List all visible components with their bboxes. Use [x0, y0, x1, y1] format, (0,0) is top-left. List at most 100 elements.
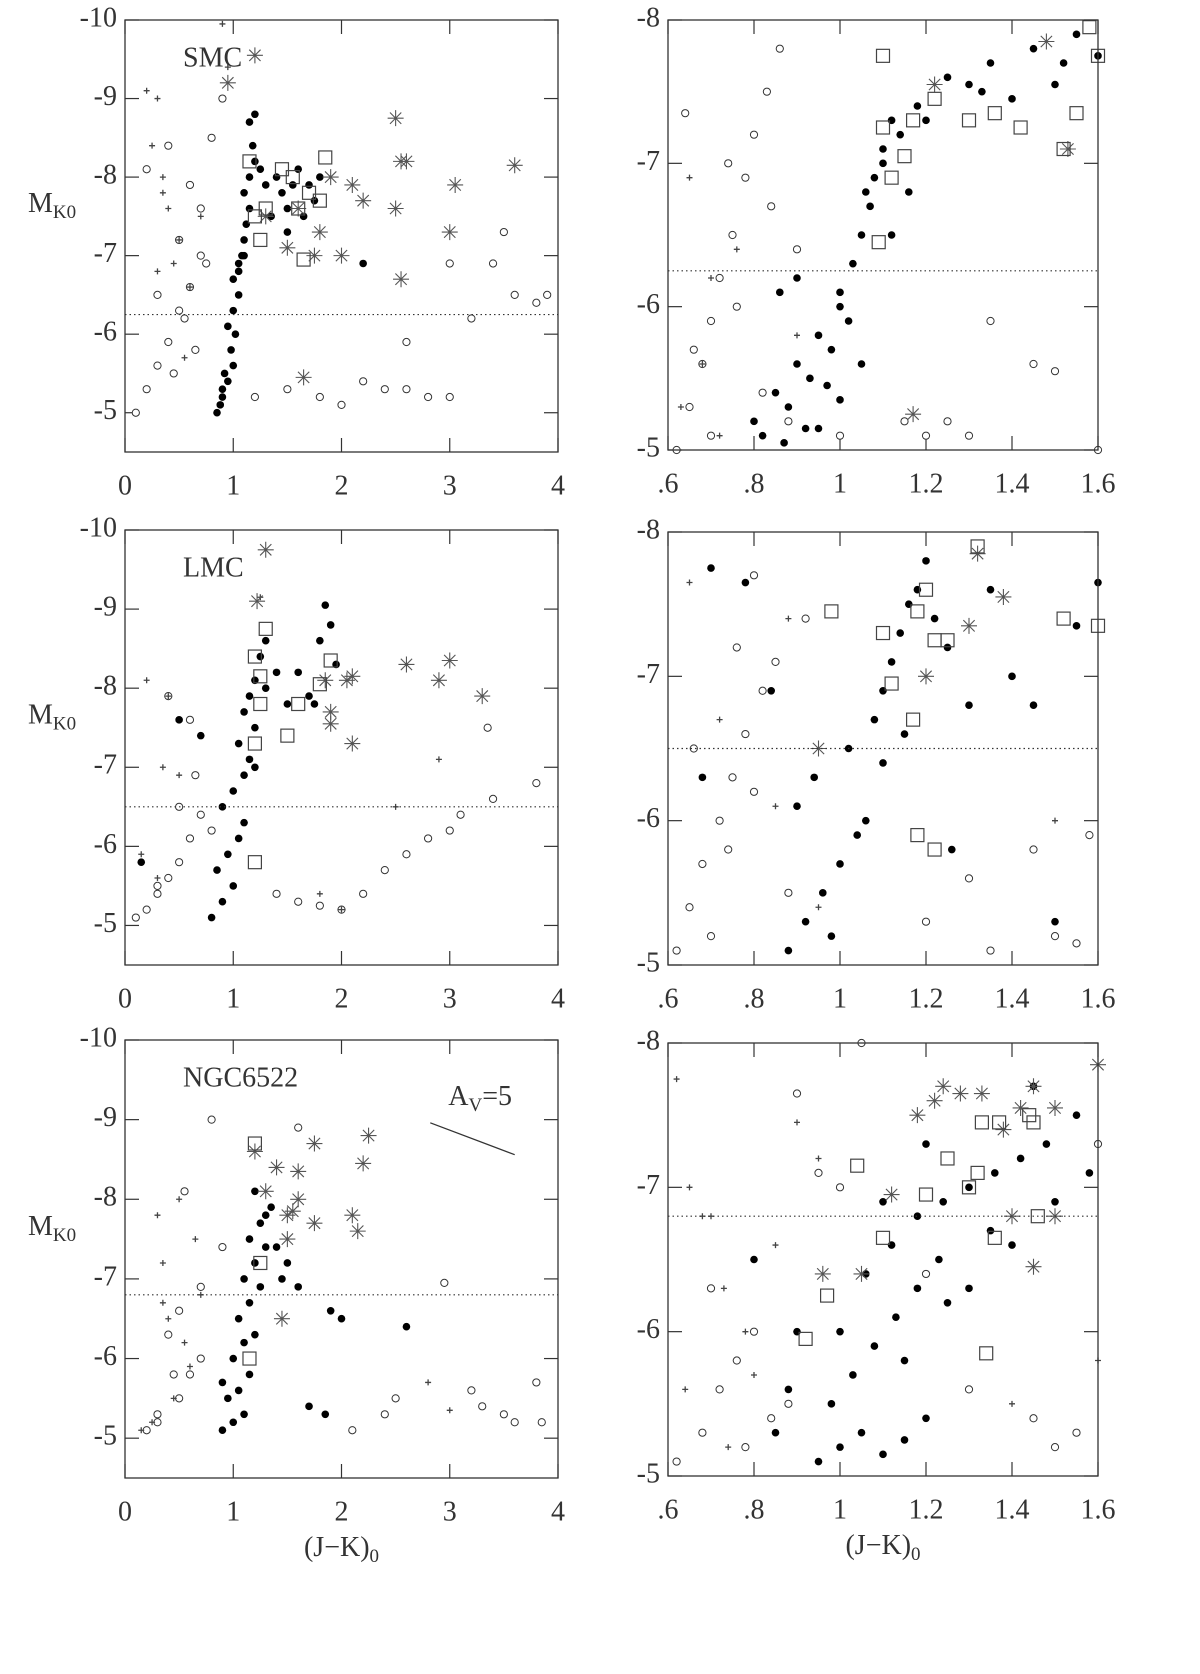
cross-star — [154, 1212, 161, 1219]
y-axis-label: MK0 — [28, 700, 76, 735]
filled-star — [922, 557, 930, 565]
cross-star — [159, 764, 166, 771]
filled-star — [793, 274, 801, 282]
series — [143, 20, 231, 361]
panel: 0 1 2 3 4 -5 -6 -7 -8 -9 -10 SMC — [80, 2, 565, 501]
open-star — [672, 1457, 681, 1466]
open-star — [348, 1426, 357, 1435]
y-tick-label: -6 — [637, 803, 660, 834]
filled-star — [866, 202, 874, 211]
filled-star — [943, 1299, 952, 1307]
open-star — [784, 888, 793, 897]
filled-star — [1072, 622, 1081, 630]
open-star — [672, 946, 681, 955]
filled-star — [278, 189, 286, 197]
asterisk-star — [355, 192, 372, 209]
filled-star — [827, 345, 836, 354]
filled-star — [261, 181, 270, 189]
filled-star — [267, 1203, 275, 1212]
cross-star — [165, 693, 172, 700]
y-tick-label: -6 — [94, 1341, 117, 1372]
cross-star — [176, 772, 183, 779]
open-star — [153, 290, 162, 300]
x-axis-label: (J−K)0 — [845, 1530, 920, 1565]
square-star — [247, 855, 262, 870]
x-tick-label: 1.6 — [1081, 1494, 1116, 1525]
filled-star — [965, 1183, 973, 1192]
square-star — [798, 1331, 813, 1346]
panel: .6 .8 1 1.2 1.4 1.6 -5 -6 -7 -8 — [637, 1025, 1116, 1525]
filled-star — [750, 1255, 758, 1264]
filled-star — [784, 403, 793, 411]
asterisk-star — [1059, 141, 1076, 157]
y-tick-label: -8 — [637, 1025, 660, 1056]
asterisk-star — [219, 74, 236, 91]
filled-star — [784, 946, 793, 955]
filled-star — [943, 73, 952, 82]
filled-star — [810, 773, 818, 782]
filled-star — [218, 897, 227, 906]
open-star — [801, 614, 810, 623]
y-tick-label: -5 — [637, 1458, 660, 1489]
cross-star — [733, 246, 740, 253]
filled-star — [814, 424, 823, 433]
y-axis-label-part: M — [28, 700, 53, 731]
open-star — [250, 392, 259, 402]
asterisk-star — [246, 1143, 263, 1160]
open-star — [749, 571, 759, 580]
asterisk-star — [322, 169, 339, 186]
open-star — [207, 133, 216, 142]
asterisk-star — [883, 1186, 900, 1203]
series — [142, 1115, 546, 1435]
filled-star — [905, 188, 913, 196]
filled-star — [234, 1314, 243, 1323]
filled-star — [310, 196, 319, 205]
filled-star — [793, 802, 801, 811]
series — [137, 601, 340, 922]
x-tick-label: 1 — [226, 983, 240, 1014]
filled-star — [1008, 672, 1016, 681]
vector-label-part: =5 — [482, 1081, 512, 1112]
series — [750, 30, 1102, 447]
square-star — [884, 170, 899, 185]
square-star — [918, 1187, 934, 1202]
filled-star — [137, 858, 146, 866]
asterisk-star — [853, 1265, 870, 1282]
open-star — [185, 715, 195, 724]
open-star — [758, 388, 767, 397]
filled-star — [698, 773, 707, 782]
open-star — [272, 889, 281, 898]
asterisk-star — [333, 247, 350, 264]
asterisk-star — [973, 1085, 990, 1102]
filled-star — [402, 1322, 411, 1331]
cross-star — [677, 404, 684, 410]
square-star — [991, 1115, 1007, 1130]
open-star — [169, 369, 178, 378]
asterisk-star — [1025, 1258, 1042, 1275]
filled-star — [780, 439, 788, 447]
filled-star — [986, 59, 995, 67]
vector-label-part: V — [468, 1095, 482, 1116]
y-tick-label: -5 — [94, 908, 117, 939]
open-star — [741, 729, 750, 739]
filled-star — [229, 882, 238, 890]
x-tick-label: 1.2 — [909, 983, 944, 1014]
filled-star — [245, 1235, 254, 1243]
filled-star — [857, 360, 866, 368]
square-star — [1026, 1115, 1041, 1130]
x-tick-label: 3 — [443, 983, 457, 1014]
x-tick-label: 4 — [551, 983, 565, 1014]
open-star — [294, 1123, 303, 1132]
asterisk-star — [447, 176, 464, 193]
open-star — [424, 392, 433, 402]
filled-star — [978, 87, 986, 96]
square-star — [1082, 20, 1097, 35]
open-star — [784, 1399, 793, 1408]
open-star — [749, 1327, 759, 1336]
square-star — [301, 185, 317, 200]
filled-star — [218, 385, 227, 393]
open-star — [706, 431, 716, 440]
asterisk-star — [398, 153, 415, 170]
x-tick-label: .8 — [744, 983, 765, 1014]
square-star — [1013, 120, 1028, 135]
